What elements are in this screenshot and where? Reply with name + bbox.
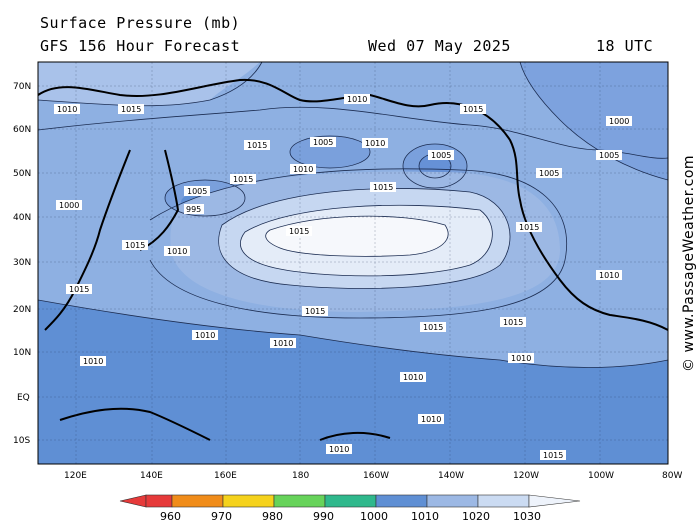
valid-time: 18 UTC <box>596 37 654 55</box>
isobar-label: 1000 <box>59 201 79 210</box>
isobar-label: 1015 <box>503 318 523 327</box>
isobar-label: 1010 <box>273 339 293 348</box>
lat-label: 40N <box>13 213 31 223</box>
colorbar-tick: 1000 <box>360 510 388 523</box>
isobar-label: 1010 <box>403 373 423 382</box>
lat-label: EQ <box>17 393 30 403</box>
colorbar-tick: 1010 <box>411 510 439 523</box>
isobar-label: 1010 <box>365 139 385 148</box>
isobar-label: 1010 <box>83 357 103 366</box>
lon-label: 80W <box>662 471 682 481</box>
isobar-label: 1010 <box>195 331 215 340</box>
isobar-label: 1005 <box>599 151 619 160</box>
colorbar-tick: 980 <box>262 510 283 523</box>
lon-label: 180 <box>292 471 309 481</box>
colorbar-tick: 970 <box>211 510 232 523</box>
colorbar-min-arrow <box>119 494 147 508</box>
isobar-label: 1010 <box>511 354 531 363</box>
isobar-label: 1015 <box>373 183 393 192</box>
isobar-label: 1015 <box>233 175 253 184</box>
northwest-region <box>38 62 260 106</box>
isobar-label: 1005 <box>539 169 559 178</box>
isobar-label: 1010 <box>329 445 349 454</box>
graticule <box>38 62 668 464</box>
isobar-label: 1010 <box>347 95 367 104</box>
lon-label: 140W <box>438 471 464 481</box>
valid-date: Wed 07 May 2025 <box>368 37 511 55</box>
lon-label: 120E <box>64 471 87 481</box>
isobar-label: 1015 <box>121 105 141 114</box>
isobar-label: 1015 <box>305 307 325 316</box>
lat-label: 20N <box>13 305 31 315</box>
longitude-axis: 120E 140E 160E 180 160W 140W 120W 100W 8… <box>64 471 682 481</box>
isobar-label: 1005 <box>187 187 207 196</box>
isobar-label: 995 <box>186 205 201 214</box>
map-frame <box>37 61 669 465</box>
isobar-label: 1015 <box>543 451 563 460</box>
isobar-label: 1015 <box>519 223 539 232</box>
lat-label: 60N <box>13 125 31 135</box>
lon-label: 120W <box>513 471 539 481</box>
map-area: 1015 1015 1015 1015 1015 1010 1010 1005 … <box>38 62 668 464</box>
isobar-label: 1015 <box>423 323 443 332</box>
coastlines <box>38 78 668 441</box>
colorbar-tick: 960 <box>160 510 181 523</box>
isobar-label: 1015 <box>463 105 483 114</box>
colorbar-tick: 1030 <box>513 510 541 523</box>
colorbar-max-arrow <box>528 494 581 508</box>
credit-text: © www.PassageWeather.com <box>681 155 697 372</box>
lat-label: 50N <box>13 169 31 179</box>
colorbar-tick: 1020 <box>462 510 490 523</box>
isobar-label: 1005 <box>431 151 451 160</box>
chart-title: Surface Pressure (mb) <box>40 14 241 32</box>
isobar-label-box <box>286 226 312 236</box>
colorbar-tick: 990 <box>313 510 334 523</box>
lat-label: 30N <box>13 258 31 268</box>
latitude-axis: 70N 60N 50N 40N 30N 20N 10N EQ 10S <box>13 82 31 446</box>
forecast-label: GFS 156 Hour Forecast <box>40 37 241 55</box>
isobar-label: 1015 <box>289 227 309 236</box>
isobar-label: 1010 <box>167 247 187 256</box>
isobar-label: 1000 <box>609 117 629 126</box>
isobar-label: 1010 <box>599 271 619 280</box>
isobar-label: 1015 <box>247 141 267 150</box>
lon-label: 100W <box>588 471 614 481</box>
isobar-label: 1010 <box>421 415 441 424</box>
lat-label: 70N <box>13 82 31 92</box>
northeast-region <box>520 62 668 180</box>
lat-label: 10N <box>13 348 31 358</box>
colorbar: 960 970 980 990 1000 1010 1020 1030 <box>119 494 581 523</box>
lon-label: 140E <box>140 471 163 481</box>
lon-label: 160W <box>363 471 389 481</box>
low-pressure-region-south <box>38 300 668 464</box>
isobar-label: 1015 <box>125 241 145 250</box>
isobar-label: 1005 <box>313 138 333 147</box>
isobar-label: 1010 <box>293 165 313 174</box>
lat-label: 10S <box>13 436 30 446</box>
isobar-labels: 1015 1015 1015 1015 1015 1010 1010 1005 … <box>54 94 632 460</box>
isobar-label: 1010 <box>57 105 77 114</box>
lon-label: 160E <box>214 471 237 481</box>
isobar-label: 1015 <box>69 285 89 294</box>
